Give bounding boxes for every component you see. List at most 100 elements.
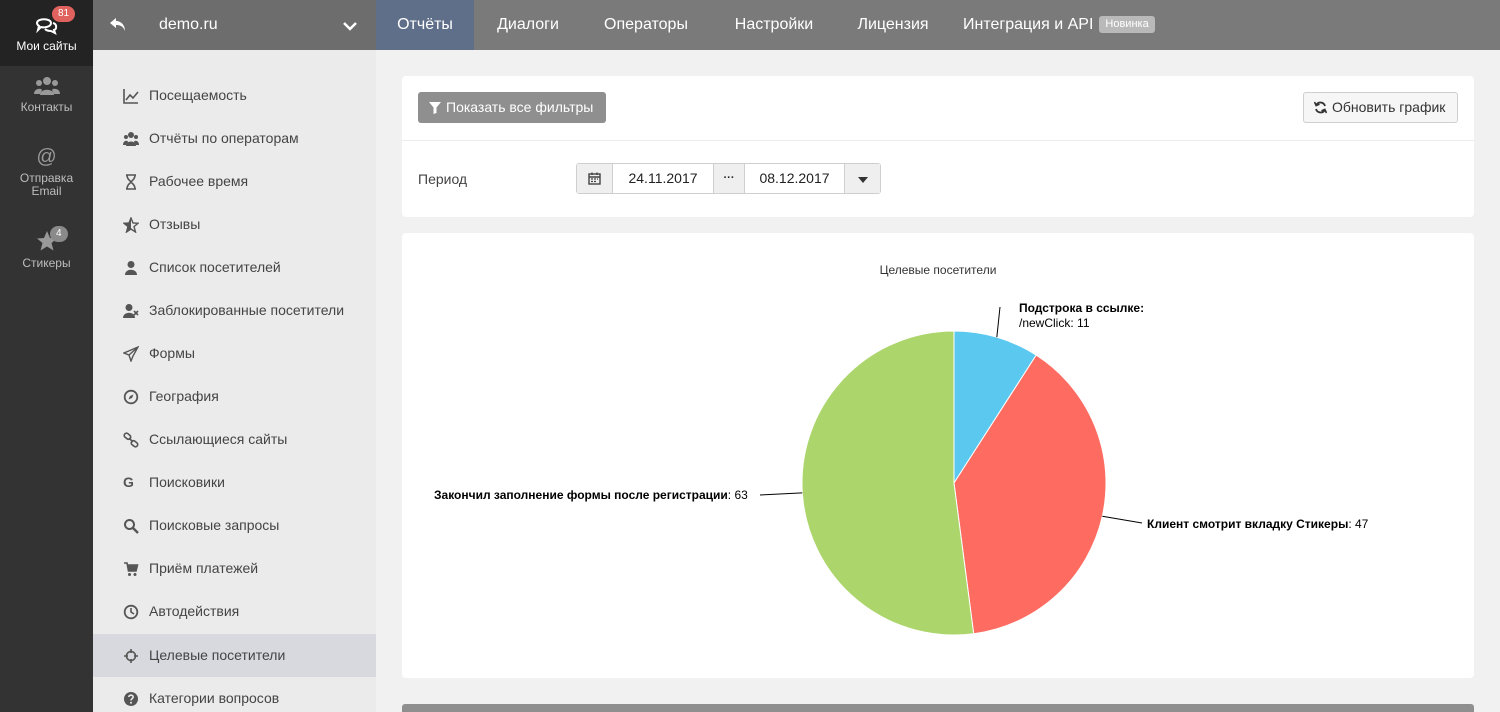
button-label: Обновить график xyxy=(1332,99,1446,115)
tab-license[interactable]: Лицензия xyxy=(849,0,937,50)
range-separator: ··· xyxy=(713,164,744,193)
menu-item-forms[interactable]: Формы xyxy=(93,332,376,375)
new-badge: Новинка xyxy=(1099,16,1155,33)
user-icon xyxy=(125,261,137,275)
chevron-down-icon[interactable] xyxy=(342,21,358,31)
compass-icon xyxy=(123,389,139,405)
menu-item-referring-sites[interactable]: Ссылающиеся сайты xyxy=(93,418,376,461)
left-rail: 81 Мои сайты Контакты @ Отправка Email 4… xyxy=(0,0,93,712)
page-scrollbar[interactable] xyxy=(1496,50,1500,712)
line-chart-icon xyxy=(123,89,139,104)
menu-item-label: Приём платежей xyxy=(149,560,259,576)
tab-operators[interactable]: Операторы xyxy=(593,0,699,50)
rail-item-label: Мои сайты xyxy=(16,39,77,53)
top-bar: demo.ru Отчёты Диалоги Операторы Настрой… xyxy=(93,0,1500,50)
rail-item-contacts[interactable]: Контакты xyxy=(0,76,93,126)
rail-item-label: Стикеры xyxy=(22,256,71,270)
date-to-input[interactable]: 08.12.2017 xyxy=(744,164,844,193)
rail-badge-count: 81 xyxy=(52,6,76,22)
pie-chart xyxy=(759,306,1143,636)
refresh-chart-button[interactable]: Обновить график xyxy=(1303,92,1458,123)
google-icon: G xyxy=(123,474,134,490)
user-times-icon xyxy=(123,304,139,318)
slice-label-newclick: Подстрока в ссылке: /newClick: 11 xyxy=(1019,301,1145,330)
slice-label-value: 47 xyxy=(1354,517,1369,531)
menu-item-label: Формы xyxy=(149,345,195,361)
users-icon xyxy=(123,132,139,146)
search-icon xyxy=(124,519,139,534)
chart-title: Целевые посетители xyxy=(879,263,997,277)
rail-item-stickers[interactable]: 4 Стикеры xyxy=(0,226,93,276)
menu-item-label: География xyxy=(149,388,219,404)
pie-slice[interactable] xyxy=(801,330,975,636)
star-icon xyxy=(36,231,57,251)
tab-settings[interactable]: Настройки xyxy=(721,0,827,50)
crosshairs-icon xyxy=(124,649,138,663)
slice-connector-line xyxy=(996,306,1001,338)
back-arrow-icon[interactable] xyxy=(109,17,127,33)
tab-reports[interactable]: Отчёты xyxy=(376,0,474,50)
tab-integration-api[interactable]: Интеграция и API Новинка xyxy=(963,0,1173,50)
menu-item-feedback[interactable]: Отзывы xyxy=(93,203,376,246)
menu-item-label: Заблокированные посетители xyxy=(149,302,345,318)
menu-item-geography[interactable]: География xyxy=(93,375,376,418)
slice-connector-line xyxy=(759,492,803,496)
slice-label-title: Закончил заполнение формы после регистра… xyxy=(434,488,728,502)
refresh-icon xyxy=(1314,101,1327,114)
menu-item-search-engines[interactable]: G Поисковики xyxy=(93,461,376,504)
slice-label-title: Клиент смотрит вкладку Стикеры xyxy=(1147,517,1349,531)
menu-item-search-queries[interactable]: Поисковые запросы xyxy=(93,504,376,547)
menu-item-label: Рабочее время xyxy=(149,173,249,189)
date-from-input[interactable]: 24.11.2017 xyxy=(612,164,713,193)
menu-item-label: Отзывы xyxy=(149,216,201,232)
users-icon xyxy=(33,77,60,95)
tab-label: Отчёты xyxy=(397,16,453,33)
tab-dialogs[interactable]: Диалоги xyxy=(486,0,570,50)
date-range-dropdown-button[interactable] xyxy=(844,164,880,193)
pie-slice[interactable] xyxy=(953,354,1107,635)
tab-label: Лицензия xyxy=(857,16,929,33)
tab-label: Операторы xyxy=(604,16,688,33)
menu-item-label: Посещаемость xyxy=(149,87,247,103)
filters-card: Показать все фильтры Обновить график Пер… xyxy=(402,76,1474,217)
chart-card: Целевые посетители Подстрока в ссылке: /… xyxy=(402,233,1474,678)
menu-item-operator-reports[interactable]: Отчёты по операторам xyxy=(93,117,376,160)
rail-item-my-sites[interactable]: 81 Мои сайты xyxy=(0,0,93,66)
hourglass-icon xyxy=(126,174,136,190)
menu-item-label: Категории вопросов xyxy=(149,690,280,706)
menu-item-label: Список посетителей xyxy=(149,259,281,275)
menu-item-auto-actions[interactable]: Автодействия xyxy=(93,590,376,633)
filter-icon xyxy=(429,102,441,114)
slice-label-sub: /newClick xyxy=(1019,316,1071,330)
menu-item-blocked-visitors[interactable]: Заблокированные посетители xyxy=(93,289,376,332)
period-label: Период xyxy=(418,171,468,187)
site-selector[interactable]: demo.ru xyxy=(93,0,376,50)
slice-label-stickers: Клиент смотрит вкладку Стикеры: 47 xyxy=(1147,517,1369,531)
menu-item-payments[interactable]: Приём платежей xyxy=(93,547,376,590)
rail-badge-count: 4 xyxy=(50,226,68,242)
menu-item-label: Поисковики xyxy=(149,474,225,490)
menu-item-question-categories[interactable]: Категории вопросов xyxy=(93,677,376,712)
rail-item-email[interactable]: @ Отправка Email xyxy=(0,146,93,206)
slice-label-title: Подстрока в ссылке: xyxy=(1019,301,1145,315)
slice-label-value: 11 xyxy=(1077,316,1090,330)
menu-item-target-visitors[interactable]: Целевые посетители xyxy=(93,634,376,677)
rail-item-label: Отправка Email xyxy=(19,171,74,198)
link-icon xyxy=(123,432,139,448)
star-half-icon xyxy=(123,217,139,233)
menu-item-work-time[interactable]: Рабочее время xyxy=(93,160,376,203)
slice-label-value: 63 xyxy=(734,488,748,502)
show-all-filters-button[interactable]: Показать все фильтры xyxy=(418,92,606,123)
tab-label: Диалоги xyxy=(497,16,559,33)
menu-item-label: Отчёты по операторам xyxy=(149,130,299,146)
menu-item-visitor-list[interactable]: Список посетителей xyxy=(93,246,376,289)
question-circle-icon xyxy=(124,692,138,706)
date-range-picker: 24.11.2017 ··· 08.12.2017 xyxy=(576,163,881,194)
pie-slice[interactable] xyxy=(953,330,1037,485)
menu-item-label: Поисковые запросы xyxy=(149,517,280,533)
next-card-edge xyxy=(402,704,1474,712)
menu-item-attendance[interactable]: Посещаемость xyxy=(93,74,376,117)
calendar-icon xyxy=(588,172,601,185)
calendar-button[interactable] xyxy=(577,164,612,193)
chat-bubbles-icon xyxy=(35,18,57,35)
